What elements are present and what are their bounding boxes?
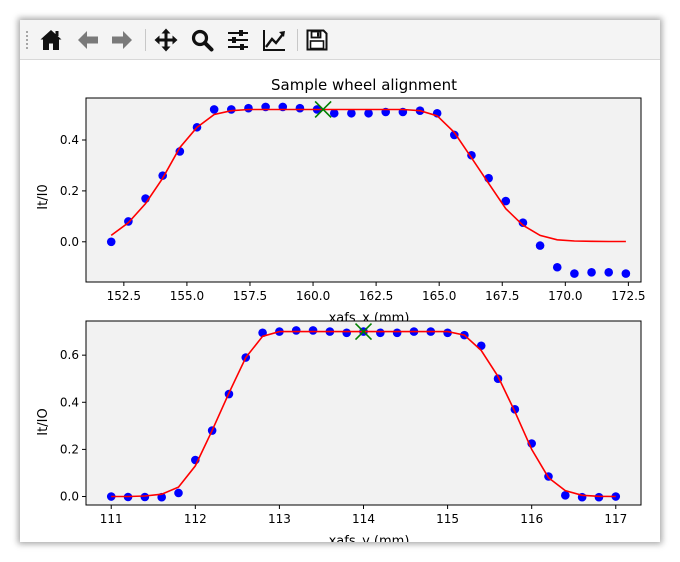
y-axis-label-bottom: It/IO bbox=[36, 408, 51, 435]
x-tick-label: 170.0 bbox=[548, 289, 582, 303]
line-chart-icon bbox=[263, 30, 285, 51]
x-tick-label: 160.0 bbox=[296, 289, 330, 303]
data-point bbox=[604, 268, 614, 277]
arrow-right-icon bbox=[112, 31, 132, 49]
axes-frame bbox=[85, 97, 642, 283]
floppy-disk-icon bbox=[306, 29, 328, 51]
arrow-left-icon bbox=[78, 31, 98, 49]
home-icon bbox=[40, 30, 62, 50]
data-point bbox=[376, 328, 385, 338]
back-button[interactable] bbox=[74, 26, 102, 54]
y-tick-label: 0.6 bbox=[60, 348, 79, 362]
data-point bbox=[364, 108, 373, 118]
data-point bbox=[518, 218, 528, 228]
data-point bbox=[392, 328, 402, 338]
data-point bbox=[106, 237, 116, 247]
axes-frame bbox=[85, 320, 642, 506]
x-tick-label: 112 bbox=[184, 512, 207, 526]
x-axis-label-bottom: xafs_y (mm) bbox=[329, 534, 410, 542]
magnifier-icon bbox=[191, 29, 214, 52]
figure-svg: Sample wheel alignment 152.5 155.0 157.5 16… bbox=[36, 76, 646, 549]
toolbar-separator bbox=[145, 29, 146, 51]
center-marker bbox=[314, 100, 332, 119]
save-button[interactable] bbox=[303, 26, 331, 54]
data-point bbox=[140, 492, 150, 502]
configure-subplots-button[interactable] bbox=[224, 26, 252, 54]
data-point bbox=[244, 103, 253, 113]
x-tick-label: 117 bbox=[604, 512, 627, 526]
x-tick-label: 157.5 bbox=[233, 289, 267, 303]
figure-canvas[interactable]: Sample wheel alignment 152.5 155.0 157.5 16… bbox=[20, 61, 660, 549]
data-point bbox=[570, 269, 579, 278]
fit-line bbox=[110, 108, 626, 243]
data-point bbox=[308, 326, 318, 335]
data-point bbox=[501, 196, 511, 206]
data-point bbox=[209, 105, 219, 114]
data-point bbox=[174, 488, 183, 498]
x-tick-label: 116 bbox=[520, 512, 543, 526]
data-point bbox=[443, 328, 452, 338]
y-tick-label: 0.4 bbox=[60, 395, 79, 409]
data-point bbox=[450, 130, 459, 140]
y-tick-label: 0.0 bbox=[60, 490, 79, 504]
data-point bbox=[295, 103, 305, 113]
data-point bbox=[594, 492, 604, 502]
toolbar-grip[interactable] bbox=[25, 30, 29, 50]
y-tick-label: 0.4 bbox=[60, 133, 79, 147]
x-tick-label: 111 bbox=[100, 512, 123, 526]
home-button[interactable] bbox=[37, 26, 65, 54]
data-point bbox=[552, 262, 562, 272]
data-point bbox=[561, 491, 570, 500]
axes-background bbox=[86, 321, 641, 505]
plot-area-bottom[interactable]: 111 112 113 114 115 116 117 0.0 0.2 0.4 0.6 bbox=[60, 320, 642, 526]
plot-window: Sample wheel alignment 152.5 155.0 157.5 16… bbox=[20, 20, 660, 549]
center-marker-stroke bbox=[354, 323, 373, 341]
data-point bbox=[291, 326, 301, 335]
x-tick-label: 162.5 bbox=[359, 289, 393, 303]
x-tick-label: 115 bbox=[436, 512, 459, 526]
plot-area-top[interactable]: 152.5 155.0 157.5 160.0 162.5 165.0 167.5 170.0… bbox=[60, 97, 646, 303]
y-tick-label: 0.2 bbox=[60, 442, 79, 456]
x-tick-label: 114 bbox=[352, 512, 375, 526]
data-point bbox=[587, 268, 596, 277]
toolbar-separator bbox=[297, 29, 298, 51]
x-tick-label: 172.5 bbox=[611, 289, 645, 303]
data-point bbox=[467, 150, 476, 160]
center-marker bbox=[354, 323, 373, 341]
x-tick-label: 167.5 bbox=[485, 289, 519, 303]
data-point bbox=[535, 241, 545, 250]
data-point bbox=[329, 108, 339, 118]
data-point bbox=[175, 147, 185, 156]
forward-button[interactable] bbox=[108, 26, 136, 54]
edit-axes-button[interactable] bbox=[260, 26, 288, 54]
data-point bbox=[347, 108, 356, 118]
data-point bbox=[621, 269, 631, 278]
y-axis-label-top: It/I0 bbox=[36, 184, 51, 209]
x-tick-label: 165.0 bbox=[422, 289, 456, 303]
x-tick-label: 152.5 bbox=[107, 289, 141, 303]
x-tick-label: 113 bbox=[268, 512, 291, 526]
data-point bbox=[227, 105, 236, 114]
move-arrows-icon bbox=[154, 28, 178, 52]
y-tick-label: 0.2 bbox=[60, 184, 79, 198]
sliders-icon bbox=[228, 30, 248, 50]
pan-button[interactable] bbox=[152, 26, 180, 54]
chart-title: Sample wheel alignment bbox=[271, 76, 457, 94]
zoom-button[interactable] bbox=[188, 26, 216, 54]
data-point bbox=[342, 328, 351, 338]
y-tick-label: 0.0 bbox=[60, 235, 79, 249]
navigation-toolbar bbox=[20, 20, 660, 60]
chart-top: Sample wheel alignment 152.5 155.0 157.5 16… bbox=[36, 76, 646, 326]
x-tick-label: 155.0 bbox=[170, 289, 204, 303]
chart-bottom: 111 112 113 114 115 116 117 0.0 0.2 0.4 0.6 xafs_y… bbox=[36, 320, 642, 549]
center-marker-stroke bbox=[314, 100, 332, 119]
axes-background bbox=[86, 98, 641, 282]
